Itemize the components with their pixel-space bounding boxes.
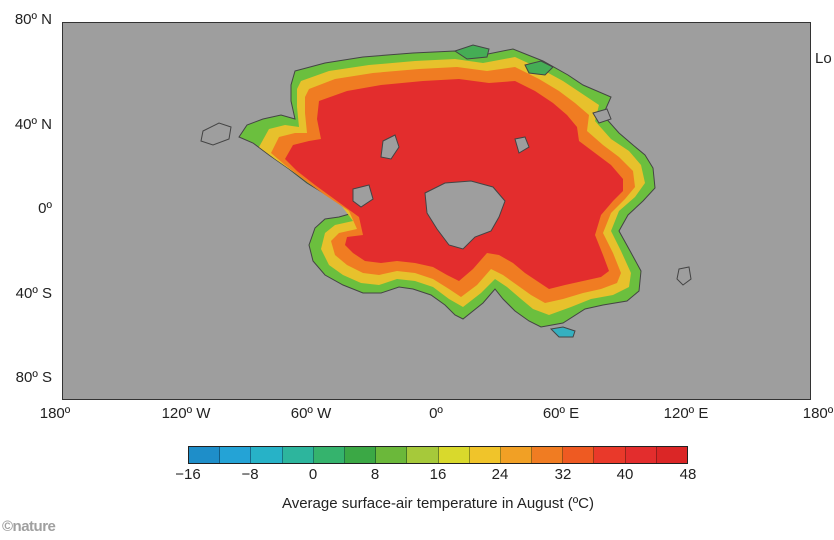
colorbar-swatch xyxy=(189,447,221,463)
lat-label-80n: 80º N xyxy=(14,11,52,28)
colorbar-swatch xyxy=(344,447,377,463)
colorbar-swatch xyxy=(469,447,501,463)
lat-label-80s: 80º S xyxy=(15,369,52,386)
colorbar-swatch xyxy=(220,447,252,463)
lat-label-40s: 40º S xyxy=(15,285,52,302)
lon-label-180e: 180º xyxy=(802,405,834,422)
temperature-map xyxy=(200,44,692,338)
colorbar-tick: 8 xyxy=(370,466,380,483)
inland-sea-west xyxy=(352,184,374,208)
colorbar-tick: 48 xyxy=(679,466,697,483)
colorbar-swatch xyxy=(251,447,283,463)
lon-label-180w: 180º xyxy=(39,405,71,422)
land-cold-tip xyxy=(549,326,576,338)
colorbar-swatch xyxy=(563,447,595,463)
colorbar-swatch xyxy=(407,447,439,463)
lat-label-0: 0º xyxy=(38,200,52,217)
colorbar-swatch xyxy=(594,447,626,463)
lon-label-120e: 120º E xyxy=(663,405,709,422)
edge-label: Lo xyxy=(815,50,832,67)
colorbar-tick: −16 xyxy=(175,466,201,483)
colorbar-swatch xyxy=(438,447,470,463)
colorbar-swatch xyxy=(500,447,533,463)
colorbar-tick: 32 xyxy=(554,466,572,483)
colorbar-tick: −8 xyxy=(241,466,259,483)
colorbar-title: Average surface-air temperature in Augus… xyxy=(281,495,594,512)
colorbar xyxy=(188,446,688,464)
inland-sea-large xyxy=(424,180,506,250)
lon-label-0: 0º xyxy=(429,405,443,422)
inland-sea-small xyxy=(380,134,400,160)
lon-label-60w: 60º W xyxy=(290,405,332,422)
lon-label-60e: 60º E xyxy=(542,405,580,422)
colorbar-tick: 40 xyxy=(616,466,634,483)
colorbar-swatch xyxy=(313,447,345,463)
land-north-patch-east xyxy=(524,60,554,76)
island-east xyxy=(676,266,692,286)
lat-label-40n: 40º N xyxy=(14,116,52,133)
colorbar-tick: 0 xyxy=(308,466,318,483)
colorbar-swatch xyxy=(625,447,657,463)
island-northeast xyxy=(592,108,612,124)
land-north-patch xyxy=(453,44,490,60)
supercontinent xyxy=(200,44,692,338)
colorbar-tick: 16 xyxy=(429,466,447,483)
nature-credit: ©nature xyxy=(2,518,56,535)
island-west xyxy=(200,122,232,146)
inland-sea-east xyxy=(514,136,530,154)
colorbar-tick: 24 xyxy=(491,466,509,483)
colorbar-swatch xyxy=(656,447,687,463)
lon-label-120w: 120º W xyxy=(161,405,211,422)
colorbar-swatch xyxy=(532,447,564,463)
colorbar-swatch xyxy=(376,447,408,463)
colorbar-swatch xyxy=(282,447,314,463)
map-panel xyxy=(62,22,811,400)
